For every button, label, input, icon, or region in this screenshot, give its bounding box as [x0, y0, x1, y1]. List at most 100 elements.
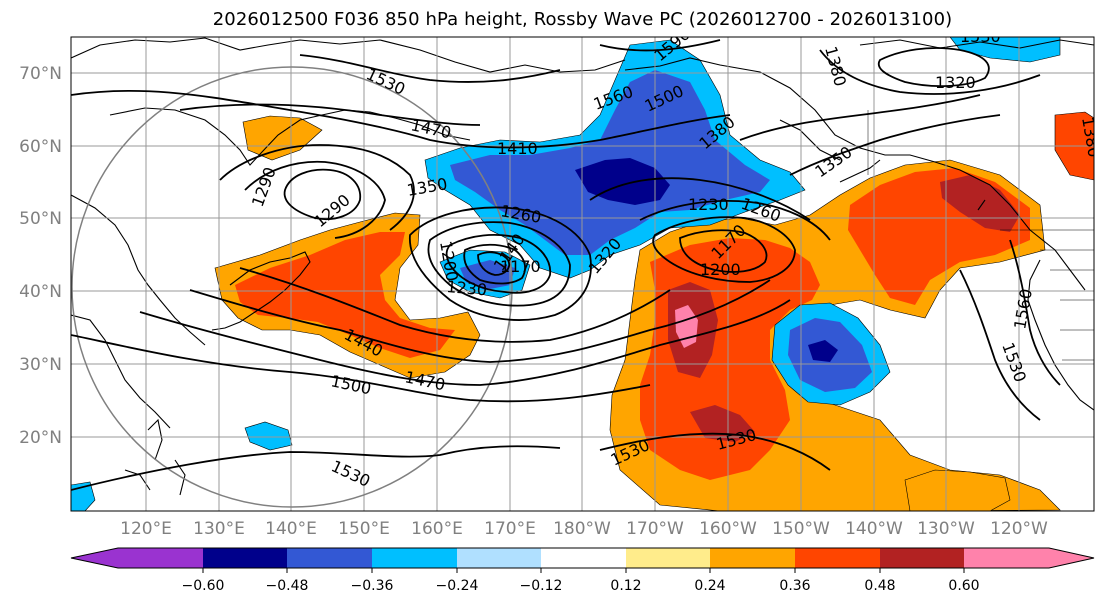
contour-1200 [445, 234, 552, 294]
anomaly-region-bering-sea-min [575, 158, 670, 205]
contour-label: 1170 [500, 257, 541, 276]
contour-1350 [219, 144, 415, 231]
contour-1560-east [1009, 239, 1061, 386]
colorbar-tick-label: −0.36 [351, 578, 394, 594]
positive-anomaly-shading [214, 111, 1094, 511]
colorbar-bin-minus-060 [203, 548, 287, 568]
anomaly-region-kamchatka [242, 115, 323, 161]
lon-label-140w: 140°W [845, 519, 903, 539]
contour-1230 [427, 221, 571, 307]
latitude-labels: 70°N 60°N 50°N 40°N 30°N 20°N [19, 64, 62, 448]
figure-title: 2026012500 F036 850 hPa height, Rossby W… [212, 9, 953, 30]
contour-1230-central [652, 216, 796, 283]
height-contours [71, 39, 1061, 491]
colorbar-bin-plus-036 [795, 548, 880, 568]
lat-label-30n: 30°N [19, 355, 62, 375]
colorbar-outline [70, 547, 1095, 569]
anomaly-region-west-pacific-core [235, 232, 455, 358]
colorbar-tick-label: 0.12 [610, 578, 641, 594]
lon-label-170e: 170°E [484, 519, 536, 539]
borders [867, 110, 1094, 361]
contour-1140 [477, 251, 510, 276]
colorbar-tick-label: −0.12 [520, 578, 563, 594]
coastline-east-china [71, 314, 171, 429]
coastline-okhotsk [109, 107, 471, 166]
colorbar: −0.60 −0.48 −0.36 −0.24 −0.12 0.12 0.24 … [70, 547, 1095, 594]
lon-label-120w: 120°W [990, 519, 1048, 539]
lon-label-180w: 180°W [553, 519, 611, 539]
coastline-arctic-islands [859, 39, 1094, 49]
coastline-philippines [124, 418, 186, 496]
contour-label: 1230 [446, 277, 488, 299]
map-frame [70, 36, 1095, 512]
anomaly-region-subtropics-max [690, 405, 755, 442]
contour-1200-central [679, 229, 768, 273]
contour-1410 [71, 89, 731, 149]
colorbar-extend-low [71, 548, 118, 568]
contour-1380-arctic [819, 49, 1041, 95]
border-canada-interior [1000, 229, 1094, 271]
anomaly-region-philippine-sea [244, 421, 293, 451]
colorbar-bin-neutral [541, 548, 626, 568]
lat-label-20n: 20°N [19, 428, 62, 448]
anomaly-region-east-subtropics [904, 469, 1011, 511]
range-circle [71, 66, 513, 508]
border-us-states [1060, 299, 1094, 361]
colorbar-bin-plus-024 [710, 548, 795, 568]
contour-label: 1530 [960, 27, 1001, 46]
colorbar-tick-label: −0.60 [182, 578, 225, 594]
contour-label: 1200 [700, 260, 741, 279]
lat-label-60n: 60°N [19, 137, 62, 157]
lon-label-130e: 130°E [193, 519, 245, 539]
lat-label-40n: 40°N [19, 282, 62, 302]
colorbar-bin-above-060 [964, 548, 1049, 568]
contour-1500-south [71, 334, 651, 403]
colorbar-bin-plus-012 [626, 548, 710, 568]
lon-label-160e: 160°E [411, 519, 463, 539]
contour-1350-east [789, 114, 1001, 176]
contour-label: 1230 [688, 195, 729, 214]
colorbar-tick-label: 0.60 [948, 578, 979, 594]
colorbar-bin-plus-048 [880, 548, 964, 568]
contour-1260 [409, 206, 592, 321]
colorbar-bin-minus-024 [457, 548, 541, 568]
contour-1470-north [179, 103, 481, 126]
longitude-labels: 120°E 130°E 140°E 150°E 160°E 170°E 180°… [120, 519, 1048, 539]
contour-label: 1320 [935, 73, 976, 92]
colorbar-tick-label: 0.48 [864, 578, 895, 594]
contour-1530-south [71, 445, 561, 491]
contour-1470 [139, 299, 791, 386]
colorbar-ticks [202, 568, 965, 573]
lon-label-130w: 130°W [917, 519, 975, 539]
colorbar-bin-minus-048 [287, 548, 372, 568]
colorbar-bin-below-minus-060 [118, 548, 203, 568]
lon-label-170w: 170°W [626, 519, 684, 539]
contour-1380 [739, 94, 981, 141]
contour-1320-arctic [877, 47, 990, 87]
lon-label-160w: 160°W [699, 519, 757, 539]
colorbar-extend-high [1049, 548, 1094, 568]
contour-trough-outer [239, 267, 671, 343]
lon-label-140e: 140°E [265, 519, 317, 539]
lon-label-120e: 120°E [120, 519, 172, 539]
contour-1170 [463, 243, 526, 285]
colorbar-tick-label: 0.24 [694, 578, 725, 594]
colorbar-tick-label: −0.24 [436, 578, 479, 594]
anomaly-region-east-pacific-min [808, 340, 838, 362]
colorbar-tick-labels: −0.60 −0.48 −0.36 −0.24 −0.12 0.12 0.24 … [182, 578, 980, 594]
coastline-siberia-north [71, 37, 626, 73]
contour-label: 1410 [497, 139, 538, 158]
lat-label-70n: 70°N [19, 64, 62, 84]
anomaly-region-aleutian-low-core [460, 260, 515, 290]
contour-1290-central [589, 177, 811, 221]
map-panel: 1530 1590 1530 1380 1320 1560 1500 1470 … [70, 27, 1095, 512]
contour-1290-closed [283, 168, 362, 220]
contour-1530-north [299, 54, 561, 83]
lon-label-150e: 150°E [338, 519, 390, 539]
colorbar-bin-minus-036 [372, 548, 457, 568]
lat-label-50n: 50°N [19, 209, 62, 229]
colorbar-tick-label: 0.36 [779, 578, 810, 594]
coastline-aleutians [839, 159, 986, 211]
contour-1530-east [959, 269, 1041, 421]
